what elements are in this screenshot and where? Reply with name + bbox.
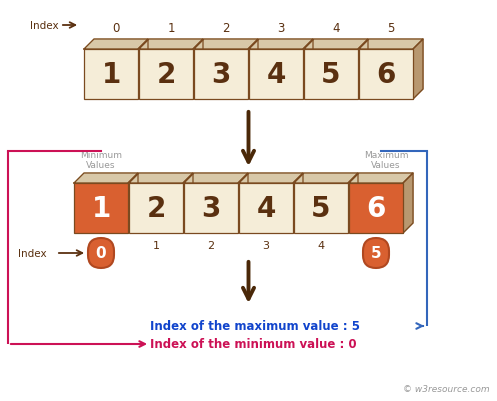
Text: 0: 0 [112, 22, 120, 35]
Bar [239, 184, 293, 233]
Text: 5: 5 [321, 61, 341, 89]
Polygon shape [139, 40, 203, 50]
FancyBboxPatch shape [88, 239, 114, 268]
Text: 1: 1 [101, 61, 121, 89]
Polygon shape [403, 174, 413, 233]
Polygon shape [194, 40, 258, 50]
Text: 5: 5 [387, 22, 395, 35]
Text: Index: Index [18, 248, 47, 258]
Text: Index of the maximum value : 5: Index of the maximum value : 5 [150, 320, 360, 333]
Text: Maximum
Values: Maximum Values [364, 150, 408, 170]
Bar [294, 184, 348, 233]
Text: 4: 4 [256, 194, 276, 223]
Polygon shape [128, 174, 138, 233]
Bar [84, 50, 138, 100]
Polygon shape [294, 174, 358, 184]
Polygon shape [138, 40, 148, 100]
Polygon shape [239, 174, 303, 184]
Polygon shape [293, 174, 303, 233]
Text: Index: Index [30, 21, 59, 31]
Polygon shape [74, 174, 138, 184]
Polygon shape [184, 174, 248, 184]
Polygon shape [359, 40, 423, 50]
Text: 3: 3 [262, 241, 269, 250]
Text: 3: 3 [277, 22, 285, 35]
Text: 6: 6 [366, 194, 386, 223]
Polygon shape [348, 174, 358, 233]
Text: 3: 3 [211, 61, 231, 89]
Polygon shape [129, 174, 193, 184]
Text: Index of the minimum value : 0: Index of the minimum value : 0 [150, 338, 357, 350]
FancyBboxPatch shape [363, 239, 389, 268]
Text: 2: 2 [146, 194, 166, 223]
Text: 6: 6 [376, 61, 396, 89]
Text: Minimum
Values: Minimum Values [80, 150, 122, 170]
Polygon shape [248, 40, 258, 100]
Bar [74, 184, 128, 233]
Text: 1: 1 [153, 241, 160, 250]
Bar [129, 184, 183, 233]
Bar [349, 184, 403, 233]
Polygon shape [358, 40, 368, 100]
Polygon shape [84, 40, 148, 50]
Bar [184, 184, 238, 233]
Text: 4: 4 [332, 22, 340, 35]
Polygon shape [304, 40, 368, 50]
Polygon shape [413, 40, 423, 100]
Text: 1: 1 [167, 22, 175, 35]
Polygon shape [249, 40, 313, 50]
Text: 4: 4 [318, 241, 325, 250]
Text: 5: 5 [371, 246, 381, 261]
Text: 4: 4 [266, 61, 286, 89]
Text: 3: 3 [201, 194, 221, 223]
Bar [194, 50, 248, 100]
Text: 0: 0 [96, 246, 106, 261]
Polygon shape [193, 40, 203, 100]
Polygon shape [238, 174, 248, 233]
Polygon shape [349, 174, 413, 184]
Text: 2: 2 [157, 61, 175, 89]
Bar [249, 50, 303, 100]
Bar [139, 50, 193, 100]
Text: 5: 5 [311, 194, 331, 223]
Text: 1: 1 [91, 194, 111, 223]
Text: 2: 2 [222, 22, 230, 35]
Polygon shape [183, 174, 193, 233]
Bar [359, 50, 413, 100]
Text: 2: 2 [207, 241, 215, 250]
Bar [304, 50, 358, 100]
Polygon shape [303, 40, 313, 100]
Text: © w3resource.com: © w3resource.com [404, 384, 490, 393]
